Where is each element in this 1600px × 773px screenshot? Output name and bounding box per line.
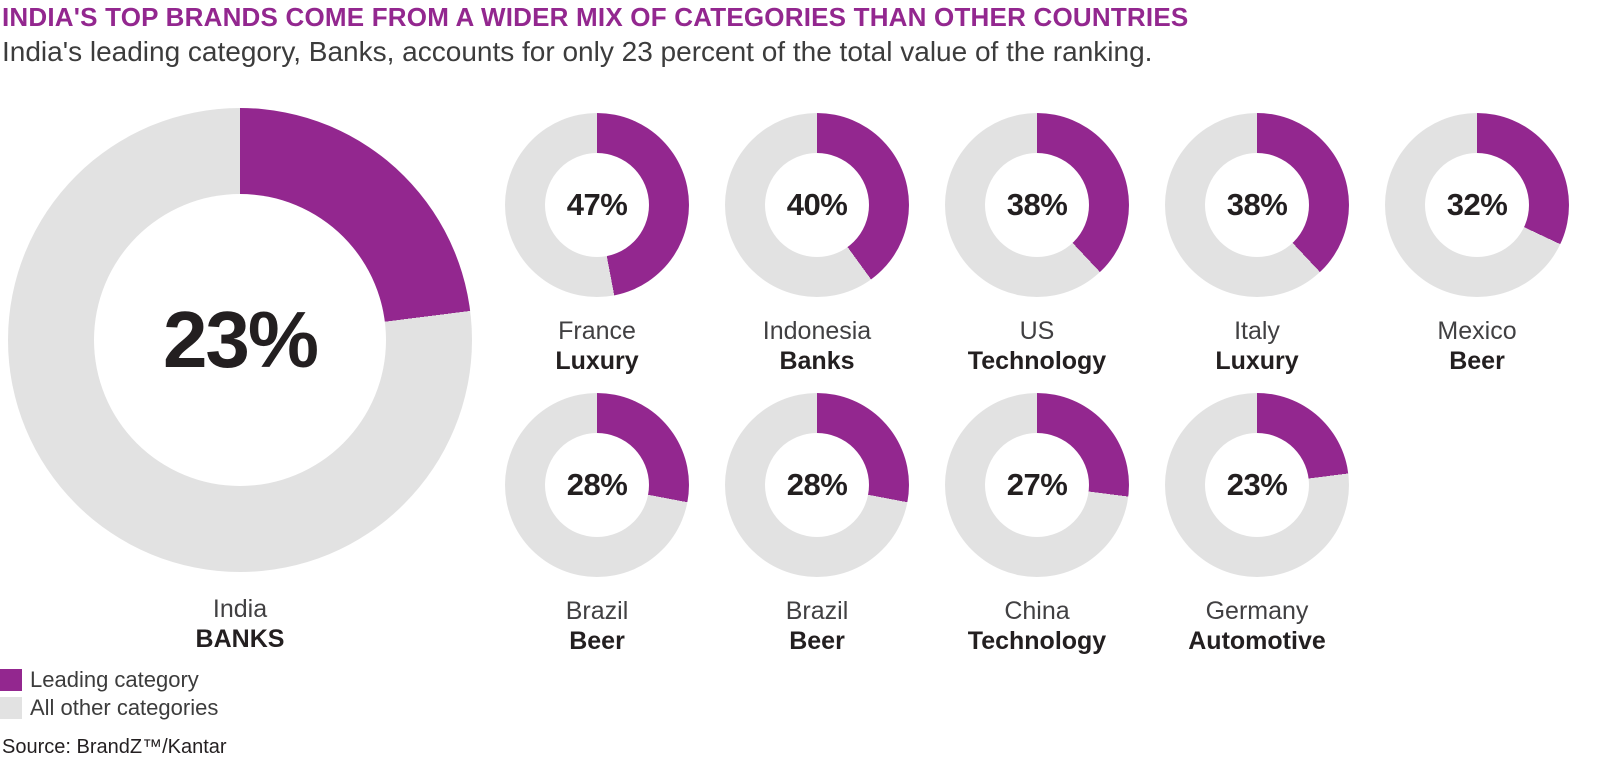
donut-percentage: 23% [1226,467,1288,502]
donut-country: Brazil [785,597,849,625]
donut-category: Beer [1449,347,1505,375]
donut-percentage: 28% [566,467,628,502]
donut-category: BANKS [195,625,285,653]
donut-label-mexico: Mexico Beer [1367,316,1587,376]
donut-chart-brazil-beer-1: 28% [505,393,689,577]
donut-hole: 28% [545,433,649,537]
donut-chart-brazil-beer-2: 28% [725,393,909,577]
donut-country: US [1019,317,1055,345]
source-attribution: Source: BrandZ™/Kantar [2,736,227,758]
donut-country: France [558,317,636,345]
donut-category: Automotive [1188,627,1326,655]
donut-label-italy: Italy Luxury [1147,316,1367,376]
donut-chart-indonesia-banks: 40% [725,113,909,297]
donut-chart-china-technology: 27% [945,393,1129,577]
donut-label-brazil-1: Brazil Beer [487,596,707,656]
donut-category: Technology [967,627,1107,655]
donut-category: Beer [789,627,845,655]
legend-item-other: All other categories [0,694,218,722]
donut-chart-india-banks: 23% [8,108,472,572]
donut-label-us: US Technology [927,316,1147,376]
chart-subtitle: India's leading category, Banks, account… [2,36,1153,67]
donut-hole: 27% [985,433,1089,537]
other-categories-swatch-icon [0,697,22,719]
donut-label-indonesia: Indonesia Banks [707,316,927,376]
leading-category-swatch-icon [0,669,22,691]
donut-percentage: 27% [1006,467,1068,502]
donut-hole: 40% [765,153,869,257]
donut-hole: 23% [1205,433,1309,537]
chart-title: INDIA'S TOP BRANDS COME FROM A WIDER MIX… [2,2,1189,32]
legend-label: Leading category [30,667,199,692]
donut-label-china: China Technology [927,596,1147,656]
donut-hole: 47% [545,153,649,257]
donut-label-france: France Luxury [487,316,707,376]
donut-hole: 38% [985,153,1089,257]
donut-country: Italy [1234,317,1280,345]
donut-label-brazil-2: Brazil Beer [707,596,927,656]
donut-country: China [1004,597,1070,625]
chart-legend: Leading category All other categories [0,666,218,722]
donut-chart-germany-automotive: 23% [1165,393,1349,577]
donut-category: Luxury [555,347,639,375]
donut-category: Beer [569,627,625,655]
donut-chart-italy-luxury: 38% [1165,113,1349,297]
donut-country: Mexico [1437,317,1517,345]
donut-chart-us-technology: 38% [945,113,1129,297]
legend-label: All other categories [30,695,219,720]
donut-country: Indonesia [762,317,872,345]
donut-hole: 23% [94,194,386,486]
donut-category: Banks [779,347,855,375]
donut-percentage: 23% [162,295,319,384]
donut-country: Brazil [565,597,629,625]
donut-category: Luxury [1215,347,1299,375]
donut-percentage: 38% [1226,187,1288,222]
donut-hole: 32% [1425,153,1529,257]
donut-percentage: 38% [1006,187,1068,222]
donut-chart-mexico-beer: 32% [1385,113,1569,297]
donut-hole: 28% [765,433,869,537]
donut-percentage: 32% [1446,187,1508,222]
donut-category: Technology [967,347,1107,375]
donut-chart-france-luxury: 47% [505,113,689,297]
legend-item-leading: Leading category [0,666,218,694]
donut-hole: 38% [1205,153,1309,257]
donut-country: Germany [1205,597,1309,625]
donut-label-germany: Germany Automotive [1147,596,1367,656]
donut-percentage: 40% [786,187,848,222]
donut-percentage: 47% [566,187,628,222]
donut-label-india: India BANKS [8,594,472,654]
donut-country: India [212,595,268,623]
donut-percentage: 28% [786,467,848,502]
